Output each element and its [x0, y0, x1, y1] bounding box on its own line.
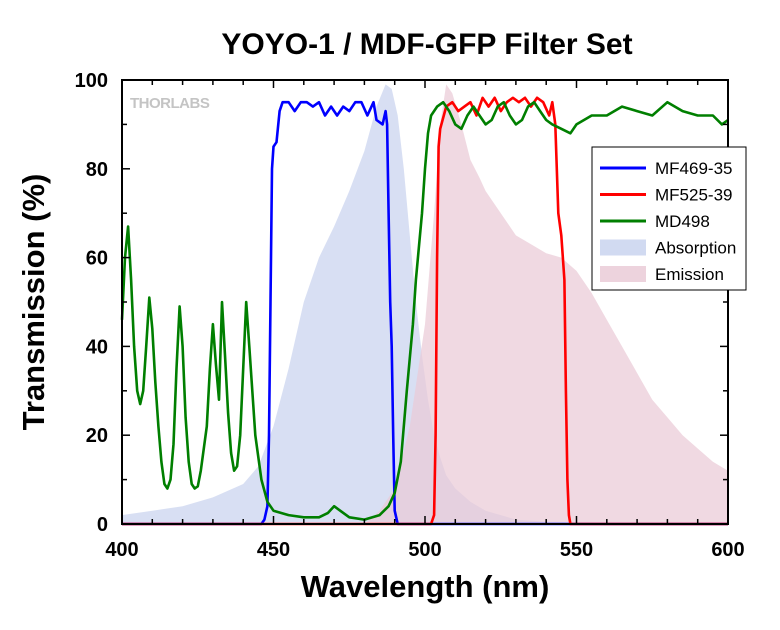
x-tick-label: 450 [257, 539, 290, 561]
chart-title: YOYO-1 / MDF-GFP Filter Set [221, 28, 632, 61]
thorlabs-watermark: THORLABS [130, 95, 210, 112]
legend-label-emission: Emission [655, 265, 724, 284]
plot-areas [122, 84, 728, 525]
y-tick-label: 60 [86, 248, 108, 270]
y-tick-label: 80 [86, 159, 108, 181]
legend-swatch-absorption [600, 239, 646, 256]
y-tick-label: 20 [86, 425, 108, 447]
series-emission-area [122, 84, 728, 525]
legend: MF469-35 MF525-39 MD498 Absorption Emission [591, 146, 747, 291]
legend-label-mf525-39: MF525-39 [655, 186, 732, 205]
plot-lines [120, 96, 729, 526]
axis-tick-labels: 400 450 500 550 600 0 20 40 60 80 100 [75, 70, 745, 561]
legend-swatch-emission [600, 266, 646, 282]
x-tick-label: 550 [560, 539, 593, 561]
legend-label-absorption: Absorption [655, 239, 736, 258]
x-tick-label: 400 [105, 539, 138, 561]
series-mf525-39-line [122, 96, 728, 526]
x-axis-title: Wavelength (nm) [301, 569, 550, 604]
legend-label-md498: MD498 [655, 212, 710, 231]
x-tick-label: 500 [408, 539, 441, 561]
y-tick-label: 40 [86, 336, 108, 358]
x-tick-label: 600 [711, 539, 744, 561]
legend-items: MF469-35 MF525-39 MD498 Absorption Emission [600, 159, 736, 284]
y-axis-title: Transmission (%) [16, 174, 51, 431]
legend-label-mf469-35: MF469-35 [655, 159, 732, 178]
series-md498-line [120, 100, 729, 521]
y-tick-label: 100 [75, 70, 108, 92]
y-tick-label: 0 [97, 514, 108, 536]
series-mf469-35-line [122, 100, 728, 526]
